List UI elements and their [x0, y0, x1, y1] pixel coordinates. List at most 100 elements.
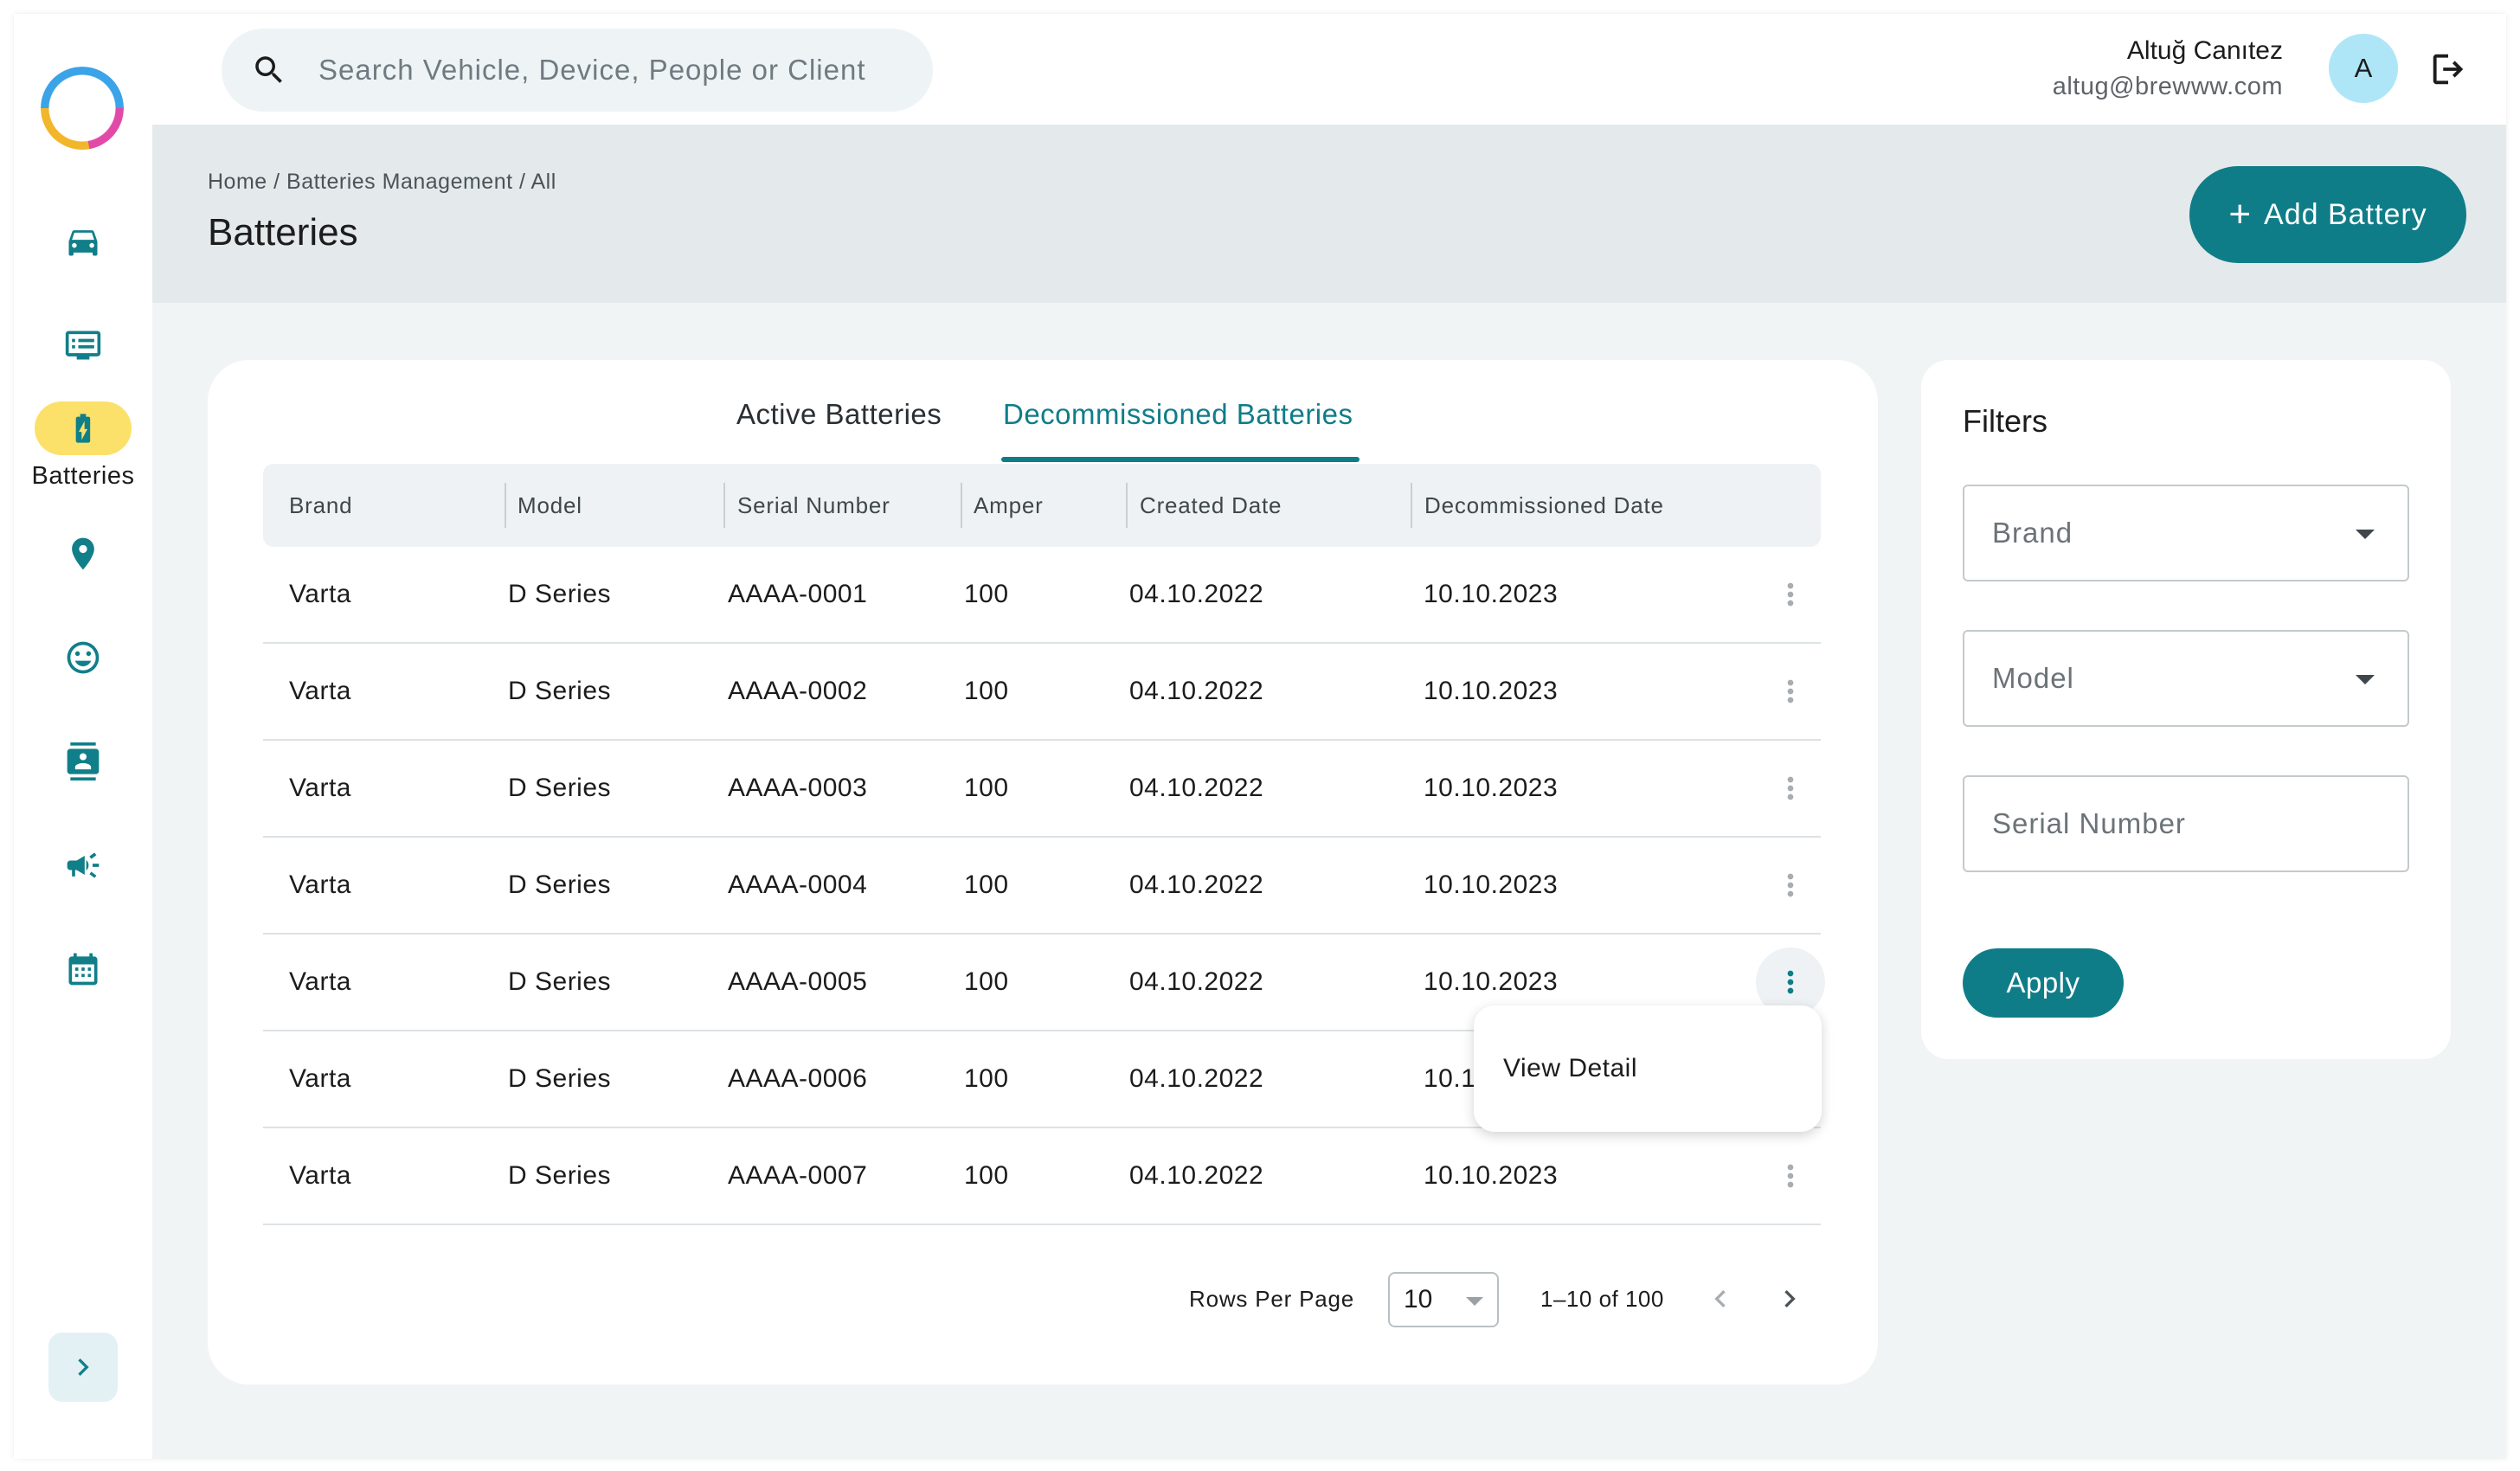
table-row[interactable]: Varta D Series AAAA-0005 100 04.10.2022 …	[263, 935, 1825, 1031]
table-row[interactable]: Varta D Series AAAA-0002 100 04.10.2022 …	[263, 644, 1821, 741]
cell-decommissioned-date: 10.10.2023	[1424, 580, 1559, 608]
app-window: Batteries Altuğ Canıtez altug@brewww.com…	[14, 14, 2506, 1459]
avatar[interactable]: A	[2329, 34, 2398, 103]
rows-per-page-select[interactable]: 10	[1388, 1272, 1499, 1327]
contact-card-icon	[67, 742, 100, 780]
cell-serial-number: AAAA-0003	[728, 774, 868, 802]
cell-created-date: 04.10.2022	[1129, 677, 1264, 705]
cell-amper: 100	[964, 774, 1009, 802]
table-row[interactable]: Varta D Series AAAA-0003 100 04.10.2022 …	[263, 741, 1821, 838]
serial-number-input[interactable]	[1992, 807, 2373, 840]
row-actions-button[interactable]	[1773, 771, 1808, 806]
cell-created-date: 04.10.2022	[1129, 1161, 1264, 1190]
table-row[interactable]: Varta D Series AAAA-0007 100 04.10.2022 …	[263, 1128, 1821, 1225]
cell-created-date: 04.10.2022	[1129, 774, 1264, 802]
car-icon	[68, 230, 98, 256]
table-row[interactable]: Varta D Series AAAA-0004 100 04.10.2022 …	[263, 838, 1821, 935]
sidebar: Batteries	[14, 14, 152, 1459]
cell-created-date: 04.10.2022	[1129, 870, 1264, 899]
column-header-created-date[interactable]: Created Date	[1140, 491, 1282, 518]
column-divider	[961, 483, 962, 528]
column-header-model[interactable]: Model	[518, 491, 582, 518]
tab-decommissioned-batteries[interactable]: Decommissioned Batteries	[1003, 398, 1353, 430]
rows-per-page-value: 10	[1404, 1285, 1433, 1314]
table-row[interactable]: Varta D Series AAAA-0001 100 04.10.2022 …	[263, 547, 1821, 644]
user-name: Altuğ Canıtez	[2126, 36, 2283, 65]
row-actions-button-open[interactable]	[1756, 947, 1825, 1017]
add-battery-button[interactable]: + Add Battery	[2189, 166, 2466, 263]
row-actions-button[interactable]	[1773, 577, 1808, 612]
cell-model: D Series	[508, 774, 612, 802]
tab-active-batteries[interactable]: Active Batteries	[736, 398, 942, 430]
cell-model: D Series	[508, 967, 612, 996]
pagination-range: 1–10 of 100	[1540, 1286, 1664, 1312]
megaphone-icon	[67, 852, 100, 878]
row-actions-button[interactable]	[1773, 674, 1808, 709]
search-input[interactable]	[318, 48, 907, 93]
column-header-decommissioned-date[interactable]: Decommissioned Date	[1424, 491, 1664, 518]
row-action-menu: View Detail	[1474, 1005, 1822, 1132]
sidebar-item-vehicles[interactable]	[40, 215, 126, 267]
cell-serial-number: AAAA-0002	[728, 677, 868, 705]
brand-select-placeholder: Brand	[1992, 517, 2073, 549]
cell-model: D Series	[508, 870, 612, 899]
brand-select[interactable]: Brand	[1963, 485, 2409, 581]
sidebar-item-batteries[interactable]	[35, 401, 132, 455]
column-divider	[505, 483, 506, 528]
sidebar-item-label: Batteries	[31, 462, 135, 490]
column-divider	[723, 483, 725, 528]
more-vertical-icon	[1787, 873, 1794, 897]
chevron-right-icon	[1784, 1290, 1796, 1307]
column-header-amper[interactable]: Amper	[974, 491, 1044, 518]
cell-brand: Varta	[289, 677, 351, 705]
cell-brand: Varta	[289, 1064, 351, 1093]
app-logo[interactable]	[41, 67, 124, 150]
sidebar-item-people[interactable]	[40, 632, 126, 684]
smiley-face-icon	[67, 641, 100, 674]
sidebar-item-announcements[interactable]	[40, 839, 126, 891]
logout-icon	[2433, 54, 2464, 85]
model-select[interactable]: Model	[1963, 630, 2409, 727]
more-vertical-icon	[1787, 776, 1794, 800]
cell-serial-number: AAAA-0001	[728, 580, 868, 608]
sidebar-item-calendar[interactable]	[40, 943, 126, 995]
global-search	[222, 29, 933, 112]
page-title: Batteries	[208, 211, 358, 254]
column-header-serial-number[interactable]: Serial Number	[737, 491, 890, 518]
cell-serial-number: AAAA-0005	[728, 967, 868, 996]
apply-button[interactable]: Apply	[1963, 948, 2124, 1018]
sidebar-item-devices[interactable]	[40, 319, 126, 371]
cell-amper: 100	[964, 677, 1009, 705]
breadcrumb[interactable]: Home / Batteries Management / All	[208, 170, 556, 194]
cell-brand: Varta	[289, 967, 351, 996]
view-detail-menu-item[interactable]: View Detail	[1503, 1054, 1638, 1082]
logout-button[interactable]	[2428, 49, 2468, 89]
row-actions-button[interactable]	[1773, 1159, 1808, 1193]
cell-decommissioned-date: 10.1	[1424, 1064, 1476, 1093]
chevron-right-icon	[78, 1359, 89, 1376]
expand-sidebar-button[interactable]	[48, 1333, 118, 1402]
rows-per-page-label: Rows Per Page	[1189, 1286, 1355, 1312]
column-header-brand[interactable]: Brand	[289, 491, 353, 518]
next-page-button[interactable]	[1772, 1282, 1807, 1316]
calendar-icon	[68, 953, 98, 986]
serial-number-field	[1963, 775, 2409, 872]
cell-amper: 100	[964, 1161, 1009, 1190]
cell-amper: 100	[964, 967, 1009, 996]
cell-amper: 100	[964, 1064, 1009, 1093]
page-header: Home / Batteries Management / All Batter…	[152, 125, 2506, 303]
cell-amper: 100	[964, 580, 1009, 608]
cell-decommissioned-date: 10.10.2023	[1424, 870, 1559, 899]
model-select-placeholder: Model	[1992, 662, 2074, 694]
sidebar-item-clients[interactable]	[40, 736, 126, 787]
cell-model: D Series	[508, 1161, 612, 1190]
batteries-card: Active Batteries Decommissioned Batterie…	[208, 360, 1878, 1384]
previous-page-button[interactable]	[1703, 1282, 1738, 1316]
cell-brand: Varta	[289, 774, 351, 802]
caret-down-icon	[2356, 530, 2375, 539]
sidebar-item-locations[interactable]	[40, 528, 126, 580]
row-actions-button[interactable]	[1773, 868, 1808, 903]
add-battery-label: Add Battery	[2264, 197, 2427, 231]
cell-decommissioned-date: 10.10.2023	[1424, 967, 1559, 996]
table-row[interactable]: Varta D Series AAAA-0006 100 04.10.2022 …	[263, 1031, 1821, 1128]
